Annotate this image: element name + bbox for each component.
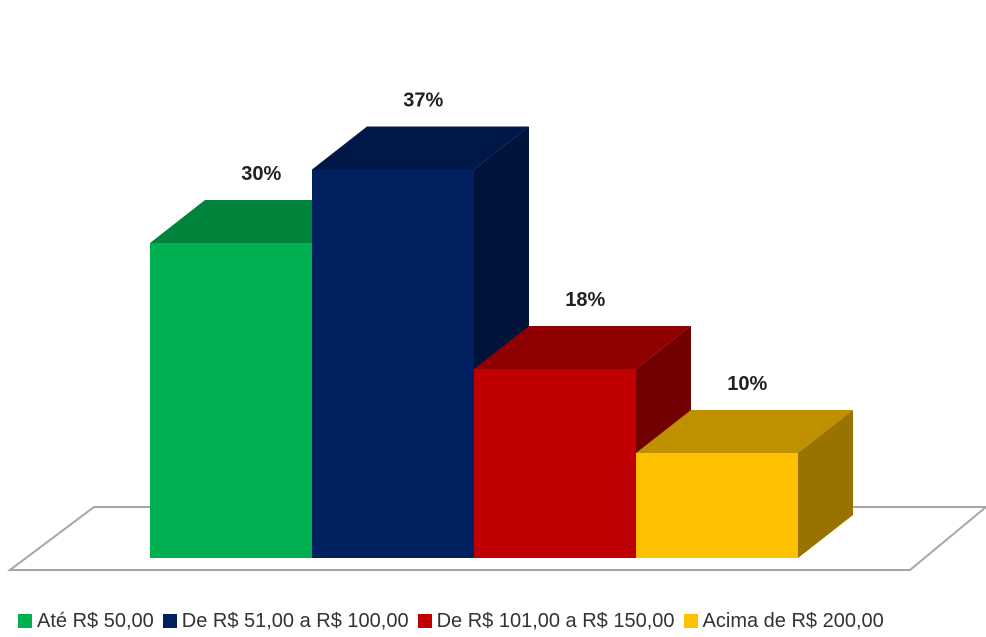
bar-side-face — [798, 410, 853, 558]
legend-label: De R$ 101,00 a R$ 150,00 — [436, 609, 675, 632]
legend-swatch — [683, 614, 698, 628]
bars-group — [150, 126, 853, 558]
bar-front-face — [636, 453, 798, 558]
data-label: 37% — [403, 90, 443, 112]
legend-swatch — [18, 614, 32, 628]
bar-top-face — [474, 326, 691, 369]
bar-chart: 30% 37% 18% 10% — [7, 90, 986, 571]
legend-item: Até R$ 50,00 — [18, 610, 154, 633]
bar — [636, 410, 853, 558]
legend-label: Acima de R$ 200,00 — [702, 609, 884, 632]
data-label: 10% — [727, 373, 767, 395]
bar-front-face — [150, 243, 312, 558]
legend: Até R$ 50,00 De R$ 51,00 a R$ 100,00 De R$… — [18, 606, 986, 636]
legend-swatch — [162, 614, 177, 628]
legend-label: De R$ 51,00 a R$ 100,00 — [181, 609, 409, 632]
data-labels-group: 30% 37% 18% 10% — [241, 90, 767, 396]
bar-front-face — [474, 369, 636, 558]
legend-item: Acima de R$ 200,00 — [683, 609, 884, 633]
bar-top-face — [312, 126, 529, 170]
data-label: 30% — [241, 163, 281, 185]
legend-label: Até R$ 50,00 — [37, 609, 154, 632]
legend-swatch — [417, 614, 432, 628]
bar-top-face — [636, 410, 853, 453]
bar-front-face — [312, 169, 474, 558]
legend-item: De R$ 101,00 a R$ 150,00 — [417, 609, 675, 633]
data-label: 18% — [565, 289, 605, 311]
legend-item: De R$ 51,00 a R$ 100,00 — [162, 609, 409, 633]
